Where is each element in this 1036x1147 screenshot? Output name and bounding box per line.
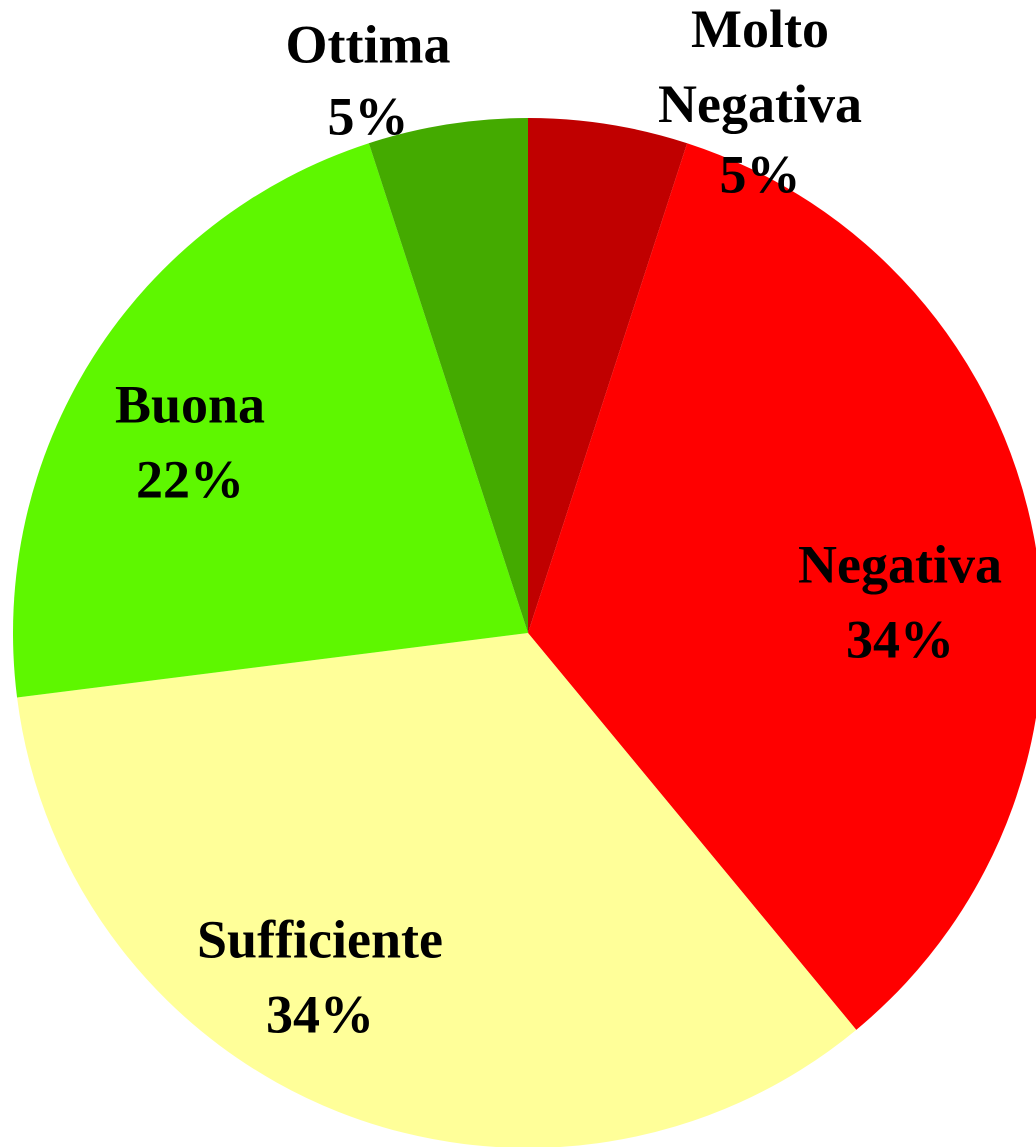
slice-label: Ottima bbox=[286, 14, 451, 74]
pie-slice bbox=[13, 143, 529, 698]
slice-label: Negativa bbox=[798, 534, 1002, 594]
slice-value-label: 34% bbox=[846, 609, 954, 669]
slice-value-label: 34% bbox=[266, 984, 374, 1044]
pie-slice bbox=[368, 118, 528, 633]
pie-slice bbox=[528, 143, 1036, 1030]
pie-slice bbox=[528, 118, 688, 633]
slice-value-label: 5% bbox=[720, 144, 801, 204]
slice-value-label: 5% bbox=[328, 86, 409, 146]
slice-label: Buona bbox=[115, 374, 265, 434]
pie-slice bbox=[17, 633, 857, 1147]
slice-label: Sufficiente bbox=[197, 909, 443, 969]
slice-value-label: 22% bbox=[136, 449, 244, 509]
slice-label: Molto Negativa bbox=[658, 0, 862, 134]
